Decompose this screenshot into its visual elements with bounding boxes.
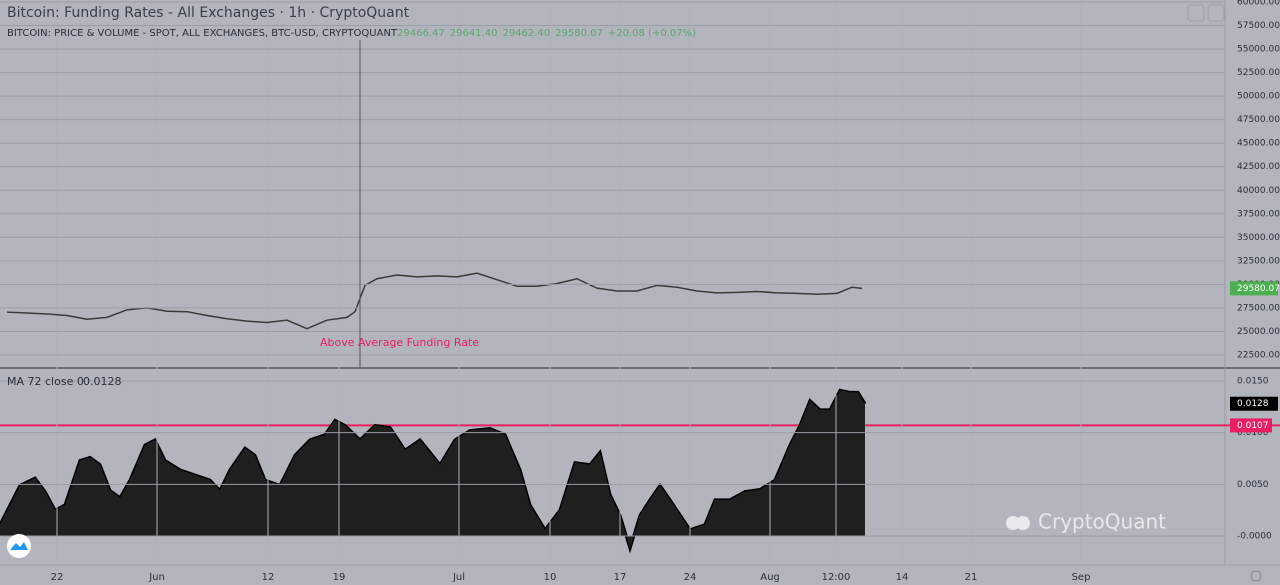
- y-tick-label: 50000.00: [1237, 92, 1280, 102]
- y-tick-label: 32500.00: [1237, 256, 1280, 266]
- price-line: [6, 272, 863, 330]
- legend-value: 29580.07: [555, 28, 603, 39]
- last-value-label: 0.0128: [1237, 399, 1269, 409]
- y-tick-label: 35000.00: [1237, 233, 1280, 243]
- y-tick-label: 55000.00: [1237, 45, 1280, 55]
- x-tick-label: 12:00: [822, 572, 851, 583]
- x-tick-label: Jul: [452, 572, 465, 583]
- y-tick-label: 0.0100: [1237, 428, 1269, 438]
- settings-button[interactable]: [1250, 570, 1262, 582]
- legend-value: +20.08 (+0.07%): [608, 28, 696, 39]
- watermark: CryptoQuant: [1038, 510, 1166, 534]
- y-tick-label: 40000.00: [1237, 186, 1280, 196]
- last-value-box: [1230, 396, 1278, 411]
- y-tick-label: 25000.00: [1237, 327, 1280, 337]
- button[interactable]: [1187, 4, 1205, 22]
- y-tick-label: 0.0050: [1237, 480, 1269, 490]
- x-tick-label: 22: [51, 572, 64, 583]
- button[interactable]: [1207, 4, 1225, 22]
- x-tick-label: Aug: [760, 572, 780, 583]
- y-tick-label: -0.0000: [1237, 532, 1272, 542]
- x-tick-label: 17: [614, 572, 627, 583]
- legend-value: 29466.47: [397, 28, 445, 39]
- area: [0, 390, 865, 549]
- y-tick-label: 27500.00: [1237, 303, 1280, 313]
- y-tick-label: 37500.00: [1237, 209, 1280, 219]
- legend-title: MA 72 close 0: [7, 375, 84, 388]
- x-tick-label: 12: [262, 572, 275, 583]
- y-tick-label: 47500.00: [1237, 115, 1280, 125]
- x-tick-label: 21: [965, 572, 978, 583]
- chart-title: Bitcoin: Funding Rates - All Exchanges ·…: [7, 5, 410, 21]
- y-tick-label: 42500.00: [1237, 162, 1280, 172]
- x-tick-label: 24: [684, 572, 697, 583]
- logo-icon: [10, 542, 28, 550]
- x-tick-label: 19: [333, 572, 346, 583]
- legend-value: 0.0128: [83, 375, 122, 388]
- legend-value: 29641.40: [450, 28, 498, 39]
- x-tick-label: Jun: [148, 572, 165, 583]
- y-tick-label: 22500.00: [1237, 351, 1280, 361]
- y-tick-label: 0.0150: [1237, 377, 1269, 387]
- legend-value: 29462.40: [502, 28, 550, 39]
- y-tick-label: 60000.00: [1237, 0, 1280, 8]
- annotation: Above Average Funding Rate: [320, 336, 479, 349]
- reference-label: 0.0107: [1237, 421, 1269, 431]
- watermark-logo: [1006, 516, 1030, 530]
- last-value-box: [1230, 281, 1278, 296]
- reference-label-box: [1230, 418, 1272, 433]
- y-tick-label: 45000.00: [1237, 139, 1280, 149]
- last-value-label: 29580.07: [1237, 284, 1280, 294]
- legend-title: BITCOIN: PRICE & VOLUME - SPOT, ALL EXCH…: [7, 28, 398, 39]
- x-tick-label: 14: [896, 572, 909, 583]
- x-tick-label: Sep: [1072, 572, 1091, 583]
- y-tick-label: 57500.00: [1237, 21, 1280, 31]
- x-tick-label: 10: [544, 572, 557, 583]
- y-tick-label: 52500.00: [1237, 68, 1280, 78]
